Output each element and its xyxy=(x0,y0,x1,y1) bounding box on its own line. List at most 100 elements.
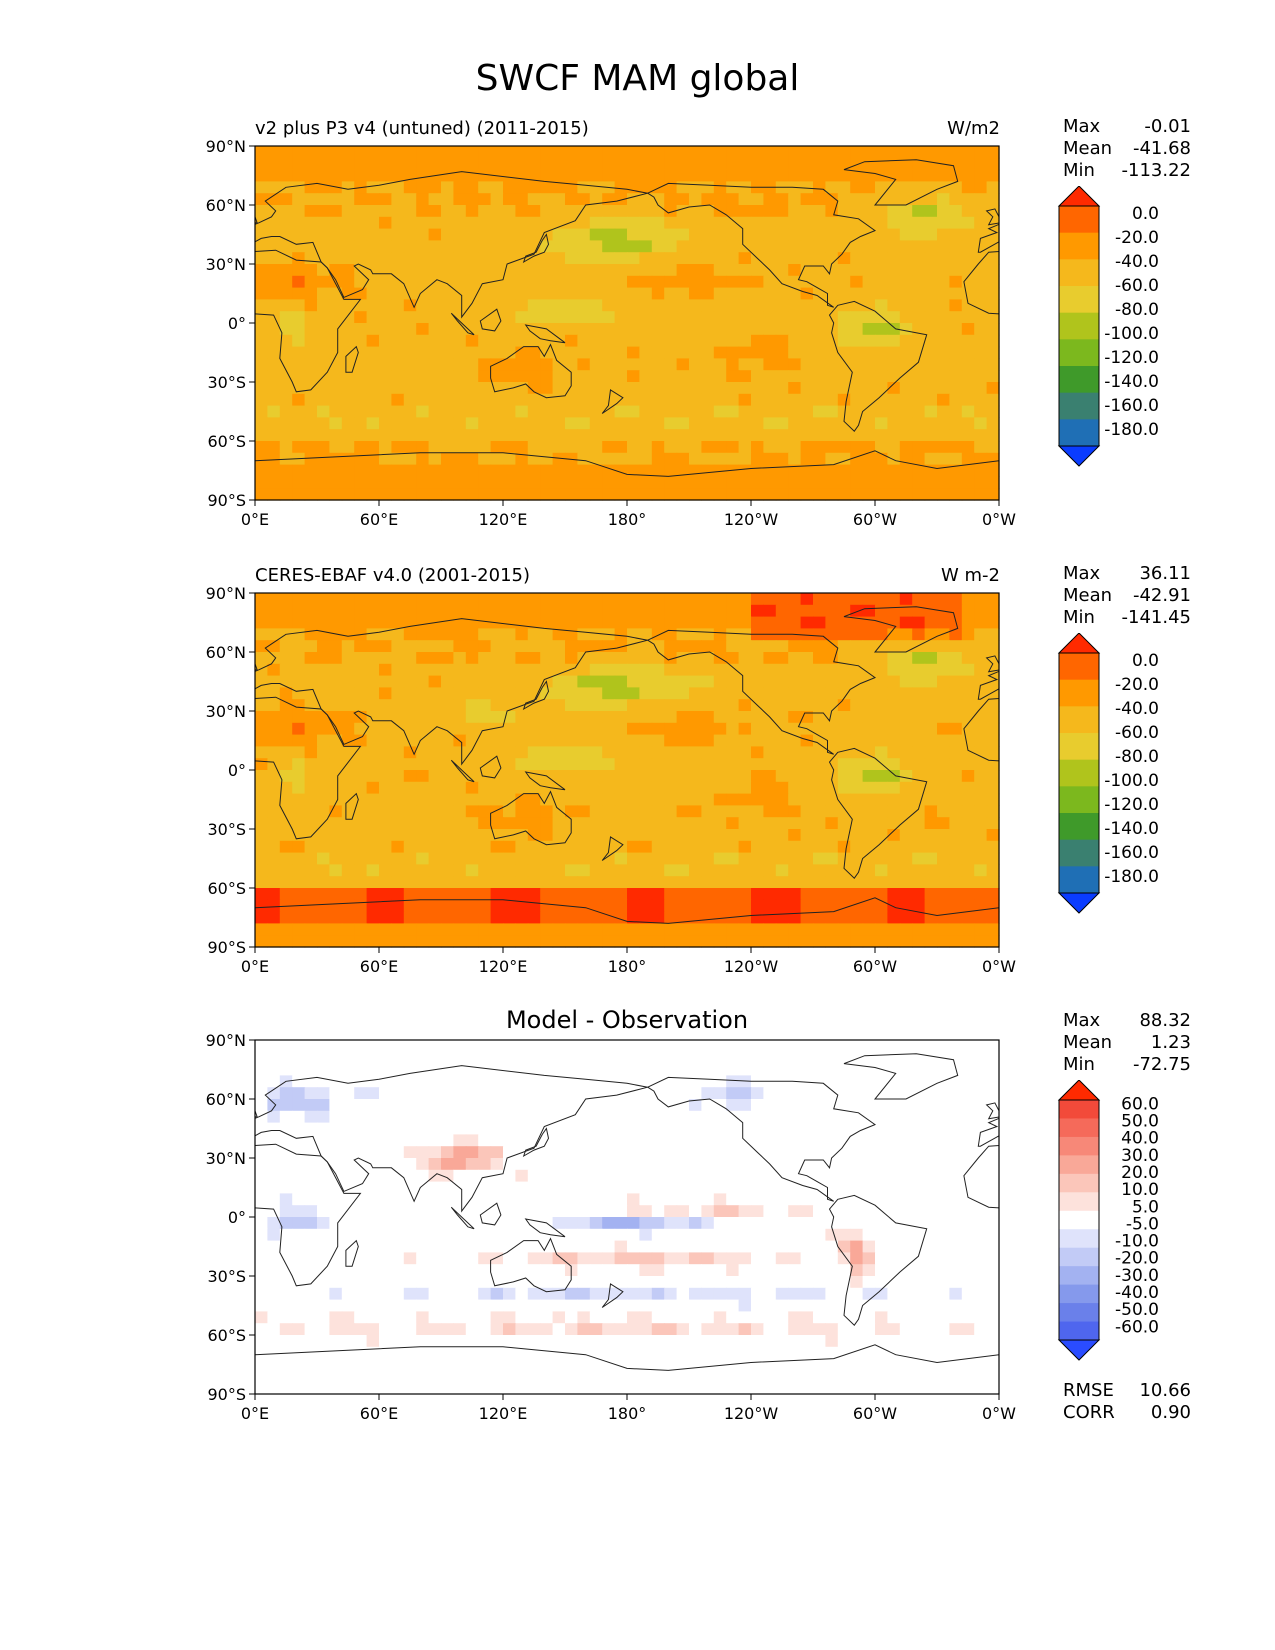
field-cell xyxy=(416,1228,430,1242)
field-cell xyxy=(912,1099,926,1112)
field-cell xyxy=(329,1110,343,1124)
field-cell xyxy=(602,1205,616,1218)
field-cell xyxy=(862,1087,876,1100)
field-cell xyxy=(441,1134,454,1147)
field-cell xyxy=(937,1169,950,1183)
field-cell xyxy=(589,1276,603,1289)
field-cell xyxy=(354,1264,368,1277)
field-cell xyxy=(788,1217,802,1230)
field-cell xyxy=(651,1240,665,1253)
field-cell xyxy=(515,1099,529,1112)
field-cell xyxy=(651,1276,665,1289)
field-cell xyxy=(689,193,702,206)
field-cell xyxy=(428,1205,442,1218)
field-cell xyxy=(800,1134,814,1147)
field-cell xyxy=(602,1240,616,1253)
field-cell xyxy=(515,287,529,300)
field-cell xyxy=(751,1205,764,1218)
field-cell xyxy=(689,216,702,230)
field-cell xyxy=(366,1228,380,1242)
field-cell xyxy=(366,1276,380,1289)
field-cell xyxy=(565,146,578,159)
field-cell xyxy=(837,240,851,253)
field-cell xyxy=(403,1146,417,1159)
field-cell xyxy=(478,1146,492,1159)
field-cell xyxy=(490,1205,504,1218)
field-cell xyxy=(676,1252,690,1265)
field-cell xyxy=(726,1087,740,1100)
field-cell xyxy=(478,1276,492,1289)
field-cell xyxy=(689,1240,702,1253)
field-cell xyxy=(825,1252,839,1265)
field-cell xyxy=(304,275,318,289)
field-cell xyxy=(899,1158,913,1171)
field-cell xyxy=(540,1134,554,1147)
field-cell xyxy=(354,1063,368,1076)
field-cell xyxy=(850,1276,864,1289)
field-cell xyxy=(428,1040,442,1053)
field-cell xyxy=(391,1075,405,1088)
field-cell xyxy=(428,1158,442,1171)
field-cell xyxy=(416,1193,430,1206)
field-cell xyxy=(974,169,988,182)
field-cell xyxy=(416,169,430,182)
field-cell xyxy=(701,157,715,171)
field-cell xyxy=(366,1040,380,1053)
field-cell xyxy=(503,205,516,218)
field-cell xyxy=(751,146,764,159)
field-cell xyxy=(800,1240,814,1253)
field-cell xyxy=(602,1122,616,1135)
field-cell xyxy=(775,1228,789,1242)
field-cell xyxy=(614,193,628,206)
field-cell xyxy=(329,1240,343,1253)
field-cell xyxy=(515,193,529,206)
field-cell xyxy=(503,181,516,194)
field-cell xyxy=(552,1264,566,1277)
field-cell xyxy=(552,1181,566,1194)
field-cell xyxy=(428,205,442,218)
field-cell xyxy=(961,1205,975,1218)
field-cell xyxy=(589,240,603,253)
field-cell xyxy=(403,1040,417,1053)
field-cell xyxy=(441,275,454,289)
field-cell xyxy=(441,1252,454,1265)
field-cell xyxy=(441,169,454,182)
field-cell xyxy=(887,1193,901,1206)
field-cell xyxy=(862,1228,876,1242)
field-cell xyxy=(627,1193,640,1206)
field-cell xyxy=(565,275,578,289)
field-cell xyxy=(676,275,690,289)
field-cell xyxy=(577,205,591,218)
field-cell xyxy=(937,1264,950,1277)
field-cell xyxy=(639,216,653,230)
field-cell xyxy=(689,1134,702,1147)
field-cell xyxy=(974,1099,988,1112)
field-cell xyxy=(862,240,876,253)
field-cell xyxy=(552,1099,566,1112)
field-cell xyxy=(701,240,715,253)
field-cell xyxy=(279,1240,293,1253)
field-cell xyxy=(850,1040,864,1053)
field-cell xyxy=(366,1134,380,1147)
field-cell xyxy=(540,287,554,300)
field-cell xyxy=(379,1122,392,1135)
field-cell xyxy=(279,1252,293,1265)
field-cell xyxy=(850,240,864,253)
field-cell xyxy=(664,1228,678,1242)
field-cell xyxy=(627,1063,640,1076)
field-cell xyxy=(614,157,628,171)
field-cell xyxy=(726,264,740,277)
field-cell xyxy=(912,181,926,194)
field-cell xyxy=(825,240,839,253)
field-cell xyxy=(887,1040,901,1053)
field-cell xyxy=(986,1228,1000,1242)
field-cell xyxy=(304,146,318,159)
field-cell xyxy=(664,1146,678,1159)
field-cell xyxy=(366,275,380,289)
field-cell xyxy=(763,1181,777,1194)
field-cell xyxy=(292,1087,306,1100)
field-cell xyxy=(577,1051,591,1065)
field-cell xyxy=(503,1217,516,1230)
field-cell xyxy=(304,1110,318,1124)
field-cell xyxy=(391,1264,405,1277)
